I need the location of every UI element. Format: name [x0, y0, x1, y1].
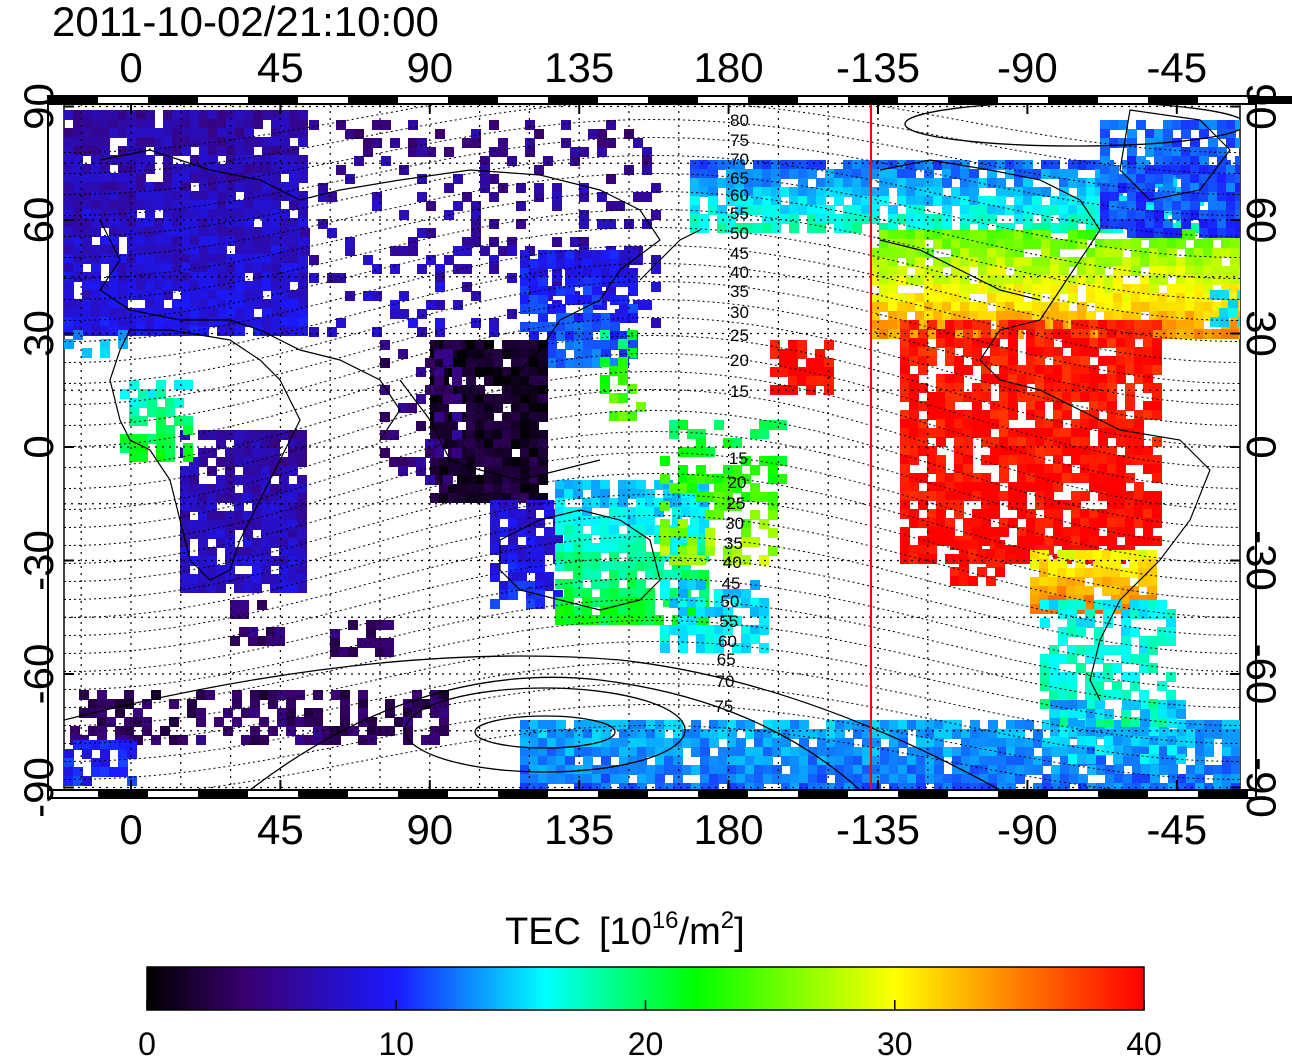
y-tick-label: -30	[15, 530, 62, 591]
coastlines	[99, 109, 1231, 701]
contour-label: 30	[725, 514, 744, 533]
x-tick-label: -45	[1146, 44, 1207, 91]
y-axis-left-labels: 90 60 30 0 -30 -60 -90	[15, 83, 62, 818]
contour-label: 70	[730, 150, 749, 169]
contour-label: 40	[723, 553, 742, 572]
y-axis-right-labels: 90 60 30 0 -30 -60 -90	[1238, 83, 1285, 818]
contour-label: 50	[730, 224, 749, 243]
x-axis-top-labels: 0 45 90 135 180 -135 -90 -45	[119, 44, 1207, 91]
x-tick-label: 45	[257, 44, 304, 91]
y-tick-label: 90	[1238, 83, 1285, 130]
contour-label: 55	[719, 612, 738, 631]
y-tick-label: 30	[15, 310, 62, 357]
x-tick-label: -135	[836, 806, 920, 853]
y-tick-label: -90	[1238, 757, 1285, 818]
contour-label: 25	[730, 326, 749, 345]
x-tick-label: 90	[406, 806, 453, 853]
contour-label: 20	[728, 473, 747, 492]
contour-label: 20	[730, 351, 749, 370]
contour-label: 15	[729, 449, 748, 468]
x-tick-label: 90	[406, 44, 453, 91]
x-tick-label: 135	[544, 44, 614, 91]
y-tick-label: 30	[1238, 310, 1285, 357]
contour-label: 80	[730, 111, 749, 130]
x-tick-label: 45	[257, 806, 304, 853]
contour-label: 65	[717, 650, 736, 669]
y-tick-label: 0	[15, 435, 62, 458]
contour-label: 70	[716, 672, 735, 691]
contour-label: 30	[730, 303, 749, 322]
x-tick-label: 0	[119, 44, 142, 91]
colorbar-tick-label: 10	[378, 1026, 414, 1057]
contour-label: 35	[724, 534, 743, 553]
tec-data-layer	[64, 110, 1240, 790]
contour-label: 55	[730, 204, 749, 223]
contour-label: 45	[722, 574, 741, 593]
y-tick-label: 60	[1238, 197, 1285, 244]
colorbar-tick-label: 20	[628, 1026, 664, 1057]
contour-label: 25	[726, 494, 745, 513]
x-tick-label: 180	[694, 806, 764, 853]
x-tick-label: 0	[119, 806, 142, 853]
tec-map: 8075706560555045403530252015152025303540…	[47, 95, 1292, 799]
x-tick-label: 135	[544, 806, 614, 853]
contour-label: 75	[730, 131, 749, 150]
y-tick-label: -60	[15, 644, 62, 705]
contour-label: 50	[720, 592, 739, 611]
timestamp-title: 2011-10-02/21:10:00	[52, 0, 439, 45]
x-tick-label: -45	[1146, 806, 1207, 853]
contour-label: 65	[730, 169, 749, 188]
frame-ticks	[47, 95, 1292, 799]
colorbar: TEC [1016/m2] 0 10 20 30 40	[138, 907, 1162, 1057]
colorbar-tick-label: 40	[1126, 1026, 1162, 1057]
magnetic-latitude-contours	[64, 104, 1240, 790]
colorbar-tick-label: 30	[877, 1026, 913, 1057]
contour-label: 75	[714, 697, 733, 716]
x-axis-bottom-labels: 0 45 90 135 180 -135 -90 -45	[119, 806, 1207, 853]
contour-label: 40	[730, 263, 749, 282]
y-tick-label: 60	[15, 197, 62, 244]
y-tick-label: 90	[15, 83, 62, 130]
contour-label: 60	[718, 632, 737, 651]
contour-label: 35	[730, 282, 749, 301]
contour-label: 60	[730, 186, 749, 205]
x-tick-label: 180	[694, 44, 764, 91]
colorbar-tick-label: 0	[138, 1026, 156, 1057]
contour-labels: 8075706560555045403530252015152025303540…	[714, 111, 749, 716]
y-tick-label: -90	[15, 757, 62, 818]
x-tick-label: -135	[836, 44, 920, 91]
x-tick-label: -90	[997, 44, 1058, 91]
y-tick-label: 0	[1238, 435, 1285, 458]
x-tick-label: -90	[997, 806, 1058, 853]
y-tick-label: -30	[1238, 530, 1285, 591]
graticule-grid	[64, 104, 1240, 790]
colorbar-ticks: 0 10 20 30 40	[138, 1000, 1162, 1057]
y-tick-label: -60	[1238, 644, 1285, 705]
contour-label: 15	[730, 382, 749, 401]
contour-label: 45	[730, 244, 749, 263]
colorbar-title: TEC [1016/m2]	[505, 907, 745, 953]
